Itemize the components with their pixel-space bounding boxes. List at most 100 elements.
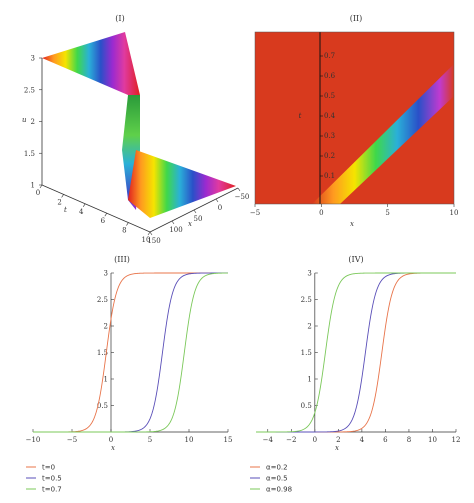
heatmap-x-tick-label: 0 (319, 209, 323, 217)
x-tick-3d (193, 209, 197, 214)
x-tick-label-3d: 150 (147, 237, 160, 245)
legend-label-1: α=0.2 (266, 464, 288, 472)
y-tick-label: 2 (307, 323, 311, 331)
x-tick-3d (149, 231, 153, 236)
y-tick-label: 3 (104, 270, 108, 278)
t-axis (41, 184, 151, 233)
series-line-1 (33, 272, 228, 433)
x-tick-label: 2 (336, 436, 340, 444)
heatmap-frame (254, 31, 455, 205)
chart-4-x-label: x (335, 444, 339, 452)
x-tick-label: 12 (452, 436, 461, 444)
x-tick-label: −2 (286, 436, 296, 444)
u-axis-ticks: 1 1.5 2 2.5 3 (24, 55, 42, 190)
x-axis-label-3d: x (188, 220, 192, 228)
y-tick-label: 1 (307, 376, 311, 384)
legend-label-2: α=0.5 (266, 475, 288, 483)
t-tick-label: 6 (101, 217, 106, 225)
x-tick-label: 8 (407, 436, 411, 444)
surface-upper-plateau (42, 32, 140, 95)
u-tick-label: 1.5 (24, 150, 35, 158)
heatmap-x-tick-label: 10 (450, 209, 459, 217)
t-tick-label: 8 (122, 227, 126, 235)
panel-title-2: (II) (350, 14, 363, 23)
x-tick-label: −10 (26, 436, 41, 444)
heatmap-y-tick-label: 0.7 (324, 52, 335, 60)
legend-label-2: t=0.5 (42, 475, 62, 483)
legend-label-1: t=0 (42, 464, 55, 472)
y-tick-label: 2.5 (97, 296, 108, 304)
t-tick (82, 203, 86, 207)
u-tick-label: 1 (31, 182, 35, 190)
t-tick-label: 2 (57, 198, 61, 206)
heatmap-x-ticks: −5 0 5 10 (250, 204, 459, 217)
x-tick-3d (237, 187, 241, 192)
x-tick-3d (215, 198, 219, 203)
heatmap-y-tick-label: 0.6 (324, 72, 336, 80)
x-tick-label: −5 (67, 436, 77, 444)
x-tick-label: 6 (383, 436, 388, 444)
x-axis-ticks-3d: 150 100 50 0 −50 (147, 187, 250, 245)
legend-4: α=0.2 α=0.5 α=0.98 (250, 464, 292, 494)
t-axis-label: t (64, 206, 67, 214)
y-tick-label: 1.5 (97, 349, 108, 357)
legend-label-3: α=0.98 (266, 486, 292, 494)
u-tick-label: 3 (31, 55, 35, 63)
heatmap-y-tick-label: 0.4 (324, 112, 336, 120)
t-tick (61, 194, 64, 198)
y-tick-label: 2.5 (301, 296, 312, 304)
line-chart-3: −10 −5 0 5 10 15 0.5 1 1.5 2 2.5 3 (26, 270, 233, 445)
x-tick-label: 5 (148, 436, 152, 444)
panel-title-4: (IV) (348, 255, 363, 264)
t-axis-ticks: 0 2 4 6 8 10 (36, 184, 151, 244)
u-tick-label: 2 (31, 118, 35, 126)
heatmap-y-tick-label: 0.1 (324, 172, 335, 180)
heatmap-x-tick-label: −5 (250, 209, 260, 217)
series-line-3 (33, 272, 228, 433)
x-tick-label: 4 (360, 436, 365, 444)
heatmap-y-tick-label: 0.3 (324, 132, 335, 140)
legend-label-3: t=0.7 (42, 486, 62, 494)
t-tick-label: 10 (142, 236, 151, 244)
t-tick (147, 231, 151, 236)
x-tick-label: 10 (185, 436, 194, 444)
surface-plot-panel: 1 1.5 2 2.5 3 0 2 4 6 8 10 150 10 0 50 0 −50 u t x (22, 32, 249, 245)
legend-3: t=0 t=0.5 t=0.7 (26, 464, 62, 494)
x-tick-label-3d: 0 (218, 204, 222, 212)
x-tick-label: 0 (313, 436, 317, 444)
series-line-2 (33, 272, 228, 433)
surface-lower-plateau (128, 150, 236, 218)
heatmap-y-label: t (299, 112, 302, 120)
x-tick-3d (171, 220, 175, 225)
t-tick (39, 184, 43, 189)
y-tick-label: 0.5 (301, 402, 312, 410)
u-axis-label: u (22, 116, 27, 124)
t-tick (104, 213, 108, 217)
heatmap-diagonal-band (312, 64, 454, 204)
panel-title-1: (I) (115, 14, 124, 23)
chart-3-x-label: x (111, 444, 115, 452)
line-chart-4: −4 −2 0 2 4 6 8 10 12 0.5 1 1.5 2 2.5 3 (256, 270, 461, 444)
x-tick-label: −4 (263, 436, 274, 444)
panel-title-3: (III) (114, 255, 130, 264)
y-tick-label: 0.5 (97, 402, 108, 410)
x-tick-label-3d: 50 (194, 215, 203, 223)
x-tick-label: 10 (428, 436, 437, 444)
x-tick-label-3d: −50 (235, 193, 250, 201)
t-tick-label: 4 (79, 208, 84, 216)
heatmap-x-label: x (350, 220, 354, 228)
x-tick-label: 15 (224, 436, 233, 444)
heatmap-y-ticks: 0.1 0.2 0.3 0.4 0.5 0.6 0.7 (320, 52, 336, 180)
y-tick-label: 3 (307, 270, 311, 278)
y-tick-label: 1.5 (301, 349, 312, 357)
u-tick-label: 2.5 (24, 86, 35, 94)
heatmap-y-tick-label: 0.2 (324, 152, 335, 160)
y-tick-label: 2 (104, 323, 108, 331)
t-tick (126, 222, 129, 226)
series-line-2 (256, 272, 456, 433)
y-tick-label: 1 (104, 376, 108, 384)
heatmap-x-tick-label: 5 (385, 209, 389, 217)
t-tick-label: 0 (36, 189, 40, 197)
heatmap-y-tick-label: 0.5 (324, 92, 335, 100)
